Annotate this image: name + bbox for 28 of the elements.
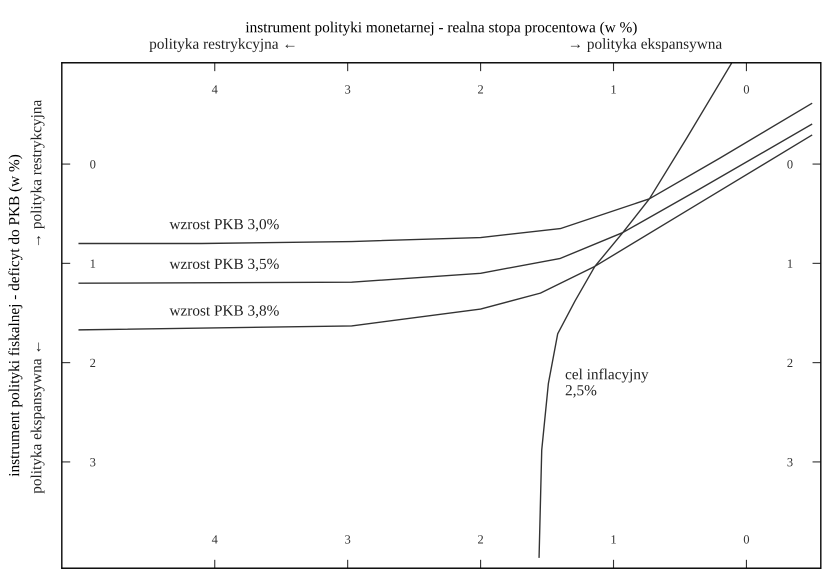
y-tick-label: 1 (90, 259, 96, 268)
series-label: wzrost PKB 3,0% (169, 218, 279, 232)
text: polityka restrykcyjna ← (149, 38, 295, 52)
y2-tick-label: 2 (787, 358, 792, 367)
y2-tick-label: 1 (788, 259, 792, 268)
x2-axis-title: instrument polityki monetarnej - realna stopa procentowa (w %) (246, 22, 637, 36)
x-tick-label: 0 (744, 535, 750, 544)
series-label: wzrost PKB 3,8% (169, 305, 279, 318)
y-axis-title: instrument polityki fiskalnej - deficyt do PKB (w %) (8, 154, 22, 476)
x2-tick-label: 3 (345, 85, 350, 94)
x-tick-label: 3 (345, 535, 350, 544)
text: polityka ekspansywna ← (30, 342, 45, 494)
x-tick-label: 4 (212, 535, 218, 544)
x2-tick-label: 4 (212, 85, 218, 94)
x2-tick-label: 0 (744, 85, 750, 94)
series-label: cel inflacyjny 2,5% (566, 368, 649, 398)
series-label: wzrost PKB 3,5% (169, 258, 279, 272)
text: → polityka restrykcyjna (30, 100, 45, 246)
y2-tick-label: 0 (787, 160, 793, 169)
x-tick-label: 2 (478, 535, 484, 544)
x2-tick-label: 2 (478, 85, 484, 94)
text: → polityka ekspansywna (570, 38, 722, 52)
x-tick-label: 1 (611, 535, 616, 544)
y2-tick-label: 3 (787, 458, 793, 466)
y-tick-label: 2 (90, 358, 96, 367)
x2-tick-label: 1 (611, 85, 616, 94)
y-tick-label: 3 (90, 458, 96, 466)
y-tick-label: 0 (90, 160, 96, 169)
